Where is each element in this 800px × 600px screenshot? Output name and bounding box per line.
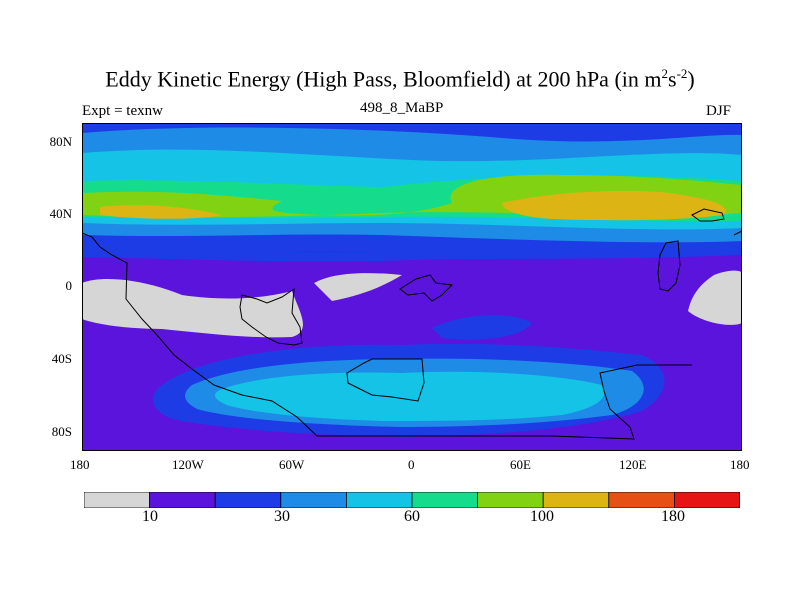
- field-blue-eq: [82, 243, 742, 262]
- y-tick-40s: 40S: [51, 351, 72, 366]
- field-cyan-south: [215, 371, 605, 421]
- colorbar-swatch-1: [149, 492, 216, 508]
- colorbar-swatch-3: [280, 492, 347, 508]
- colorbar-swatch-5: [411, 492, 478, 508]
- field-amber-pacific: [502, 190, 726, 221]
- colorbar-swatch-6: [477, 492, 544, 508]
- subtitle-label: 498_8_MaBP: [360, 100, 444, 116]
- colorbar-label-180: 180: [661, 508, 685, 525]
- field-green-pocket: [252, 185, 342, 195]
- colorbar-swatch-4: [345, 492, 413, 508]
- map-title: Eddy Kinetic Energy (High Pass, Bloomfie…: [105, 66, 695, 92]
- colorbar-label-60: 60: [404, 508, 420, 525]
- colorbar: [84, 492, 740, 508]
- field-amber-atlantic: [100, 205, 222, 219]
- x-tick-120e: 120E: [619, 457, 647, 472]
- x-tick-60e: 60E: [510, 457, 531, 472]
- season-label: DJF: [706, 103, 732, 119]
- colorbar-swatch-2: [214, 492, 282, 508]
- field-grey-atlantic: [82, 279, 303, 338]
- experiment-label: Expt = texnw: [82, 103, 163, 119]
- x-tick-60w: 60W: [279, 457, 305, 472]
- colorbar-swatch-0: [84, 492, 150, 508]
- x-tick-0: 0: [408, 457, 415, 472]
- field-blue-indian: [432, 315, 532, 340]
- field-grey-indo: [688, 270, 742, 325]
- field-grey-africa: [314, 273, 402, 301]
- colorbar-swatch-7: [542, 492, 610, 508]
- coastlines: [82, 208, 742, 440]
- colorbar-swatch-9: [674, 492, 740, 508]
- colorbar-label-10: 10: [142, 508, 158, 525]
- y-tick-80s: 80S: [51, 424, 72, 439]
- y-tick-40n: 40N: [49, 206, 72, 221]
- x-tick-180w: 180: [70, 457, 90, 472]
- y-tick-0: 0: [65, 278, 73, 293]
- map-plot: [82, 123, 742, 451]
- colorbar-label-30: 30: [274, 508, 290, 525]
- colorbar-swatch-8: [608, 492, 675, 508]
- colorbar-label-100: 100: [530, 508, 554, 525]
- y-tick-80n: 80N: [49, 134, 72, 149]
- x-tick-180e: 180: [730, 457, 750, 472]
- x-tick-120w: 120W: [172, 457, 204, 472]
